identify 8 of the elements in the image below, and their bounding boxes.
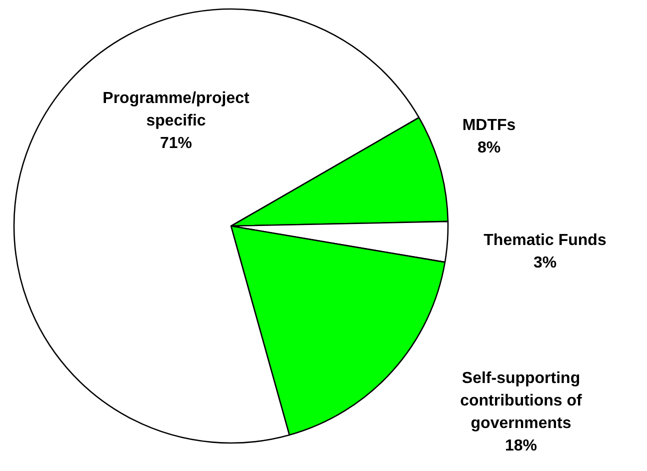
data-label: 8%	[477, 140, 501, 156]
data-label: 18%	[504, 438, 538, 454]
slice-label: Thematic Funds	[484, 232, 606, 249]
slice-label: Programme/project specific	[102, 90, 250, 130]
data-label: 3%	[533, 254, 557, 272]
data-label: 71%	[160, 135, 192, 152]
slice-label: MDTFs	[462, 117, 516, 134]
slice-label: Self-supporting contributions of governments	[460, 370, 583, 432]
